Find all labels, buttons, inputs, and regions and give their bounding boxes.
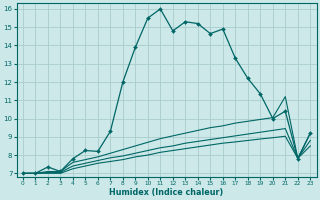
X-axis label: Humidex (Indice chaleur): Humidex (Indice chaleur) xyxy=(109,188,224,197)
